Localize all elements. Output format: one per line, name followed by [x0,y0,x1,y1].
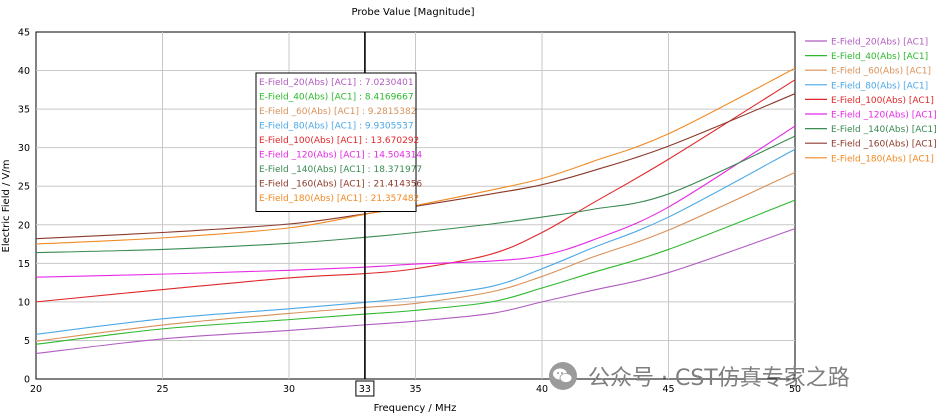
readout-value-7: E-Field _140(Abs) [AC1] : 18.371977 [259,165,422,175]
readout-value-8: E-Field _160(Abs) [AC1] : 21.414356 [259,180,422,190]
series-line-5 [35,79,796,303]
x-tick-label: 45 [662,384,674,395]
readout-value-1: E-Field_20(Abs) [AC1] : 7.0230401 [259,78,414,88]
x-tick-label: 30 [283,384,295,395]
axis-tick-labels: 20 25 30 35 40 45 50 0 5 10 15 20 25 30 35 40 45 [18,28,801,396]
y-tick-label: 40 [18,66,30,77]
watermark-text: 公众号 · CST仿真专家之路 [588,366,850,391]
series-line-1 [35,228,796,355]
readout-value-6: E-Field _120(Abs) [AC1] : 14.504314 [259,151,422,161]
series-line-7 [35,135,796,254]
y-tick-label: 25 [18,182,30,193]
y-tick-label: 15 [18,259,30,270]
legend-label-2: E-Field_40(Abs) [AC1] [831,52,928,62]
x-tick-label: 25 [156,384,168,395]
legend-label-8: E-Field _160(Abs) [AC1] [831,140,937,150]
series-line-8 [35,93,796,240]
y-tick-label: 20 [18,220,30,231]
marker-label[interactable]: 33 [359,384,371,395]
legend-label-1: E-Field_20(Abs) [AC1] [831,38,928,48]
readout-value-5: E-Field_100(Abs) [AC1] : 13.670292 [259,136,419,146]
y-tick-label: 5 [24,336,30,347]
series-line-9 [35,67,796,245]
legend-label-4: E-Field_80(Abs) [AC1] [831,81,928,91]
series-line-6 [35,125,796,278]
readout-value-4: E-Field_80(Abs) [AC1] : 9.9305537 [259,122,414,132]
legend-label-9: E-Field_180(Abs) [AC1] [831,154,934,164]
x-tick-label: 40 [536,384,548,395]
readout-value-2: E-Field_40(Abs) [AC1] : 8.4169667 [259,93,414,103]
watermark: 公众号 · CST仿真专家之路 [548,360,850,392]
x-axis-label: Frequency / MHz [374,403,457,414]
series-line-2 [35,199,796,345]
legend-label-3: E-Field _60(Abs) [AC1] [831,67,931,77]
marker-label-box[interactable] [355,380,375,397]
wechat-logo-icon [549,362,577,390]
chart-title: Probe Value [Magnitude] [352,7,475,18]
readout-value-3: E-Field _60(Abs) [AC1] : 9.2815382 [259,107,416,117]
y-tick-label: 30 [18,143,30,154]
x-tick-label: 50 [789,384,801,395]
y-tick-label: 0 [24,375,30,386]
y-tick-label: 45 [18,28,30,39]
y-tick-label: 10 [18,297,30,308]
y-axis-label: Electric Field / V/m [1,160,12,253]
readout-background [255,72,417,212]
legend-label-6: E-Field _120(Abs) [AC1] [831,111,937,121]
series-line-3 [35,171,796,342]
readout-value-9: E-Field_180(Abs) [AC1] : 21.357482 [259,194,419,204]
series-lines [35,67,796,355]
marker-readout-box: E-Field_20(Abs) [AC1] : 7.0230401 E-Field… [255,72,422,212]
legend-label-7: E-Field _140(Abs) [AC1] [831,125,937,135]
y-tick-label: 35 [18,105,30,116]
x-tick-label: 35 [409,384,421,395]
series-line-4 [35,148,796,335]
legend-label-5: E-Field_100(Abs) [AC1] [831,96,934,106]
x-tick-label: 20 [30,384,42,395]
legend: E-Field_20(Abs) [AC1] E-Field_40(Abs) [AC… [805,38,937,164]
